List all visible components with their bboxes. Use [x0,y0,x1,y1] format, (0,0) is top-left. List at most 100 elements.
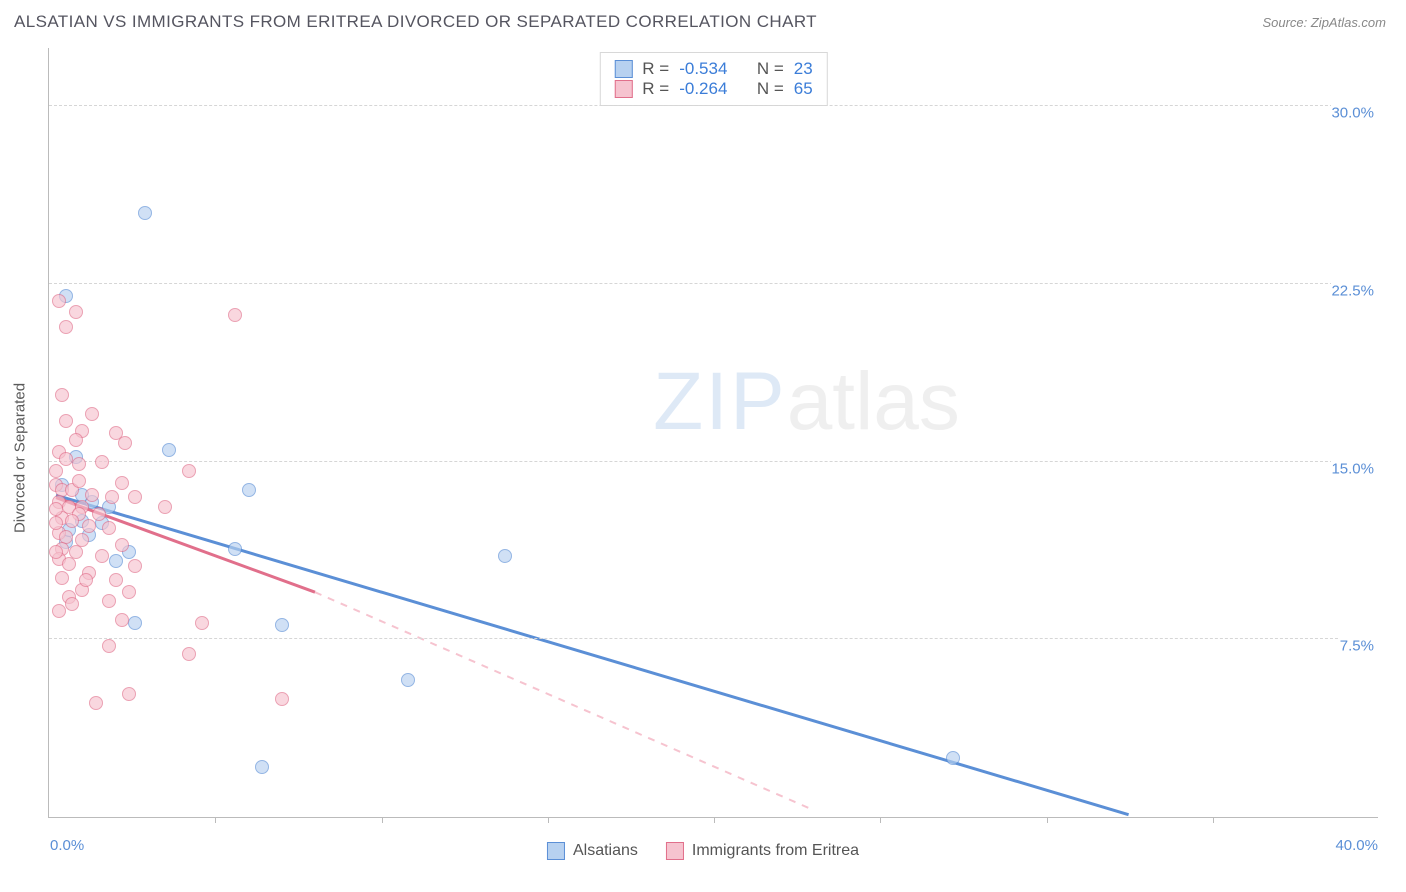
data-point-eritrea [128,490,142,504]
correlation-legend: R = -0.534 N = 23 R = -0.264 N = 65 [599,52,827,106]
data-point-eritrea [115,538,129,552]
chart-header: ALSATIAN VS IMMIGRANTS FROM ERITREA DIVO… [0,0,1406,38]
data-point-alsatians [946,751,960,765]
x-tick [1213,817,1214,823]
data-point-eritrea [52,294,66,308]
y-tick-label: 30.0% [1331,105,1380,122]
data-point-eritrea [69,305,83,319]
data-point-alsatians [242,483,256,497]
y-axis-label: Divorced or Separated [12,383,29,533]
legend-swatch-eritrea [666,842,684,860]
n-label: N = [757,59,784,79]
chart-title: ALSATIAN VS IMMIGRANTS FROM ERITREA DIVO… [14,12,817,32]
x-tick [215,817,216,823]
gridline [49,283,1378,284]
data-point-eritrea [182,647,196,661]
x-tick [1047,817,1048,823]
legend-label-alsatians: Alsatians [573,842,638,860]
data-point-eritrea [102,594,116,608]
x-tick [714,817,715,823]
r-value-alsatians: -0.534 [679,59,727,79]
data-point-eritrea [102,639,116,653]
source-name: ZipAtlas.com [1311,15,1386,30]
data-point-eritrea [109,573,123,587]
data-point-alsatians [138,206,152,220]
gridline [49,638,1378,639]
data-point-eritrea [55,388,69,402]
series-legend: Alsatians Immigrants from Eritrea [547,842,859,860]
r-label: R = [642,59,669,79]
data-point-eritrea [79,573,93,587]
x-tick [548,817,549,823]
data-point-alsatians [255,760,269,774]
trend-lines [49,48,1378,817]
legend-swatch-alsatians [614,60,632,78]
data-point-eritrea [92,507,106,521]
data-point-eritrea [82,519,96,533]
trend-line-alsatians [56,495,1129,814]
x-tick [382,817,383,823]
source-prefix: Source: [1262,15,1310,30]
data-point-eritrea [65,514,79,528]
n-label: N = [757,79,784,99]
legend-stat-row-alsatians: R = -0.534 N = 23 [614,59,812,79]
legend-item-eritrea: Immigrants from Eritrea [666,842,859,860]
data-point-alsatians [162,443,176,457]
data-point-eritrea [55,571,69,585]
n-value-eritrea: 65 [794,79,813,99]
r-value-eritrea: -0.264 [679,79,727,99]
watermark-bold: ZIP [653,356,787,447]
data-point-eritrea [158,500,172,514]
data-point-eritrea [275,692,289,706]
data-point-eritrea [115,476,129,490]
data-point-eritrea [115,613,129,627]
data-point-eritrea [49,545,63,559]
data-point-alsatians [498,549,512,563]
data-point-alsatians [275,618,289,632]
legend-swatch-eritrea [614,80,632,98]
n-value-alsatians: 23 [794,59,813,79]
x-axis-max-label: 40.0% [1335,837,1378,854]
data-point-eritrea [102,521,116,535]
data-point-eritrea [69,433,83,447]
data-point-alsatians [109,554,123,568]
legend-stat-row-eritrea: R = -0.264 N = 65 [614,79,812,99]
data-point-eritrea [62,557,76,571]
data-point-eritrea [59,414,73,428]
data-point-eritrea [118,436,132,450]
chart-container: Divorced or Separated ZIPatlas R = -0.534… [0,38,1406,878]
data-point-eritrea [122,687,136,701]
x-tick [880,817,881,823]
data-point-eritrea [228,308,242,322]
data-point-alsatians [228,542,242,556]
data-point-eritrea [72,457,86,471]
data-point-eritrea [59,320,73,334]
data-point-eritrea [85,488,99,502]
gridline [49,461,1378,462]
data-point-eritrea [182,464,196,478]
legend-swatch-alsatians [547,842,565,860]
watermark-light: atlas [787,356,960,447]
legend-label-eritrea: Immigrants from Eritrea [692,842,859,860]
data-point-eritrea [122,585,136,599]
data-point-eritrea [195,616,209,630]
y-tick-label: 15.0% [1331,460,1380,477]
data-point-eritrea [49,502,63,516]
data-point-eritrea [128,559,142,573]
x-axis-min-label: 0.0% [50,837,84,854]
y-tick-label: 7.5% [1340,638,1380,655]
data-point-alsatians [128,616,142,630]
data-point-eritrea [85,407,99,421]
data-point-eritrea [52,604,66,618]
legend-item-alsatians: Alsatians [547,842,638,860]
data-point-eritrea [89,696,103,710]
data-point-eritrea [95,455,109,469]
data-point-eritrea [95,549,109,563]
y-tick-label: 22.5% [1331,282,1380,299]
data-point-eritrea [49,516,63,530]
r-label: R = [642,79,669,99]
data-point-eritrea [65,597,79,611]
chart-source: Source: ZipAtlas.com [1262,15,1386,30]
data-point-eritrea [72,474,86,488]
data-point-alsatians [401,673,415,687]
